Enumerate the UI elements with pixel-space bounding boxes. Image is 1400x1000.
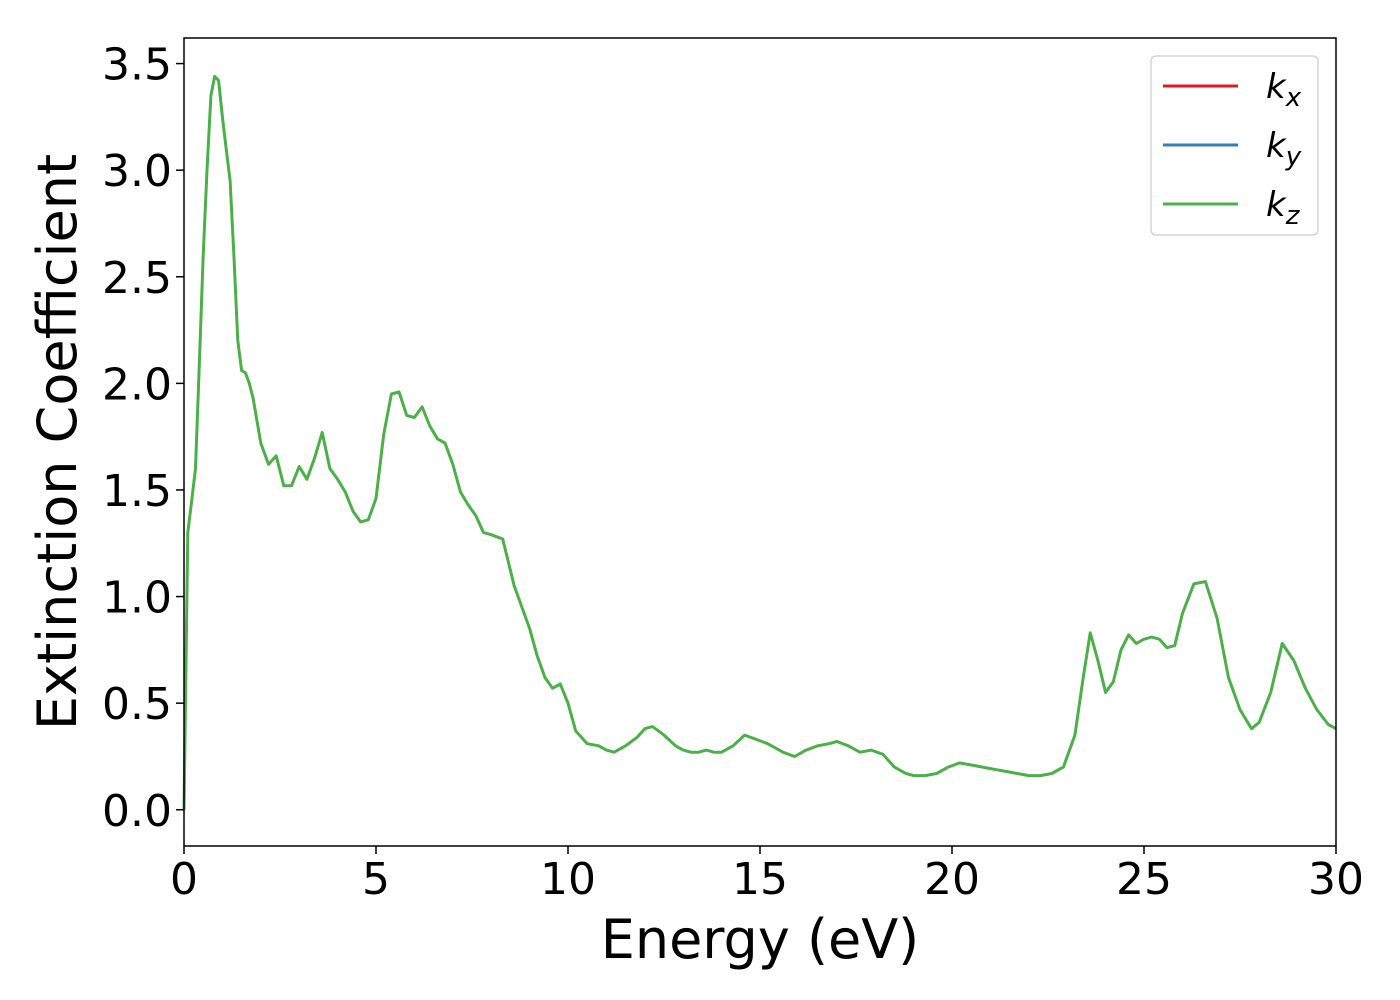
legend-label-base: k: [1266, 126, 1287, 166]
y-axis-ticks: 0.0 0.5 1.0 1.5 2.0 2.5 3.0 3.5: [102, 40, 184, 837]
legend-label-kx: kx: [1266, 67, 1302, 113]
y-tick-label: 2.0: [102, 359, 172, 410]
series-layer: [182, 74, 1337, 810]
x-tick-label: 30: [1308, 854, 1364, 905]
y-tick-label: 3.5: [102, 40, 172, 91]
x-tick-label: 25: [1116, 854, 1172, 905]
y-tick-label: 2.5: [102, 253, 172, 304]
legend-label-subscript: x: [1285, 83, 1302, 113]
y-tick-label: 0.5: [102, 679, 172, 730]
series-line-kz: [182, 74, 1337, 810]
legend-label-subscript: y: [1285, 142, 1302, 172]
legend-label-subscript: z: [1285, 201, 1301, 231]
legend-label-kz: kz: [1266, 185, 1301, 231]
x-tick-label: 5: [362, 854, 390, 905]
y-axis-title: Extinction Coefficient: [26, 154, 89, 730]
x-axis-ticks: 0 5 10 15 20 25 30: [170, 846, 1364, 905]
y-tick-label: 1.5: [102, 466, 172, 517]
x-tick-label: 10: [540, 854, 596, 905]
x-tick-label: 0: [170, 854, 198, 905]
y-tick-label: 3.0: [102, 146, 172, 197]
x-axis-title: Energy (eV): [601, 908, 920, 971]
x-tick-label: 15: [732, 854, 788, 905]
y-tick-label: 1.0: [102, 573, 172, 624]
y-tick-label: 0.0: [102, 786, 172, 837]
legend-label-base: k: [1266, 67, 1287, 107]
legend-label-base: k: [1266, 185, 1287, 225]
x-tick-label: 20: [924, 854, 980, 905]
legend-label-ky: ky: [1266, 126, 1302, 172]
